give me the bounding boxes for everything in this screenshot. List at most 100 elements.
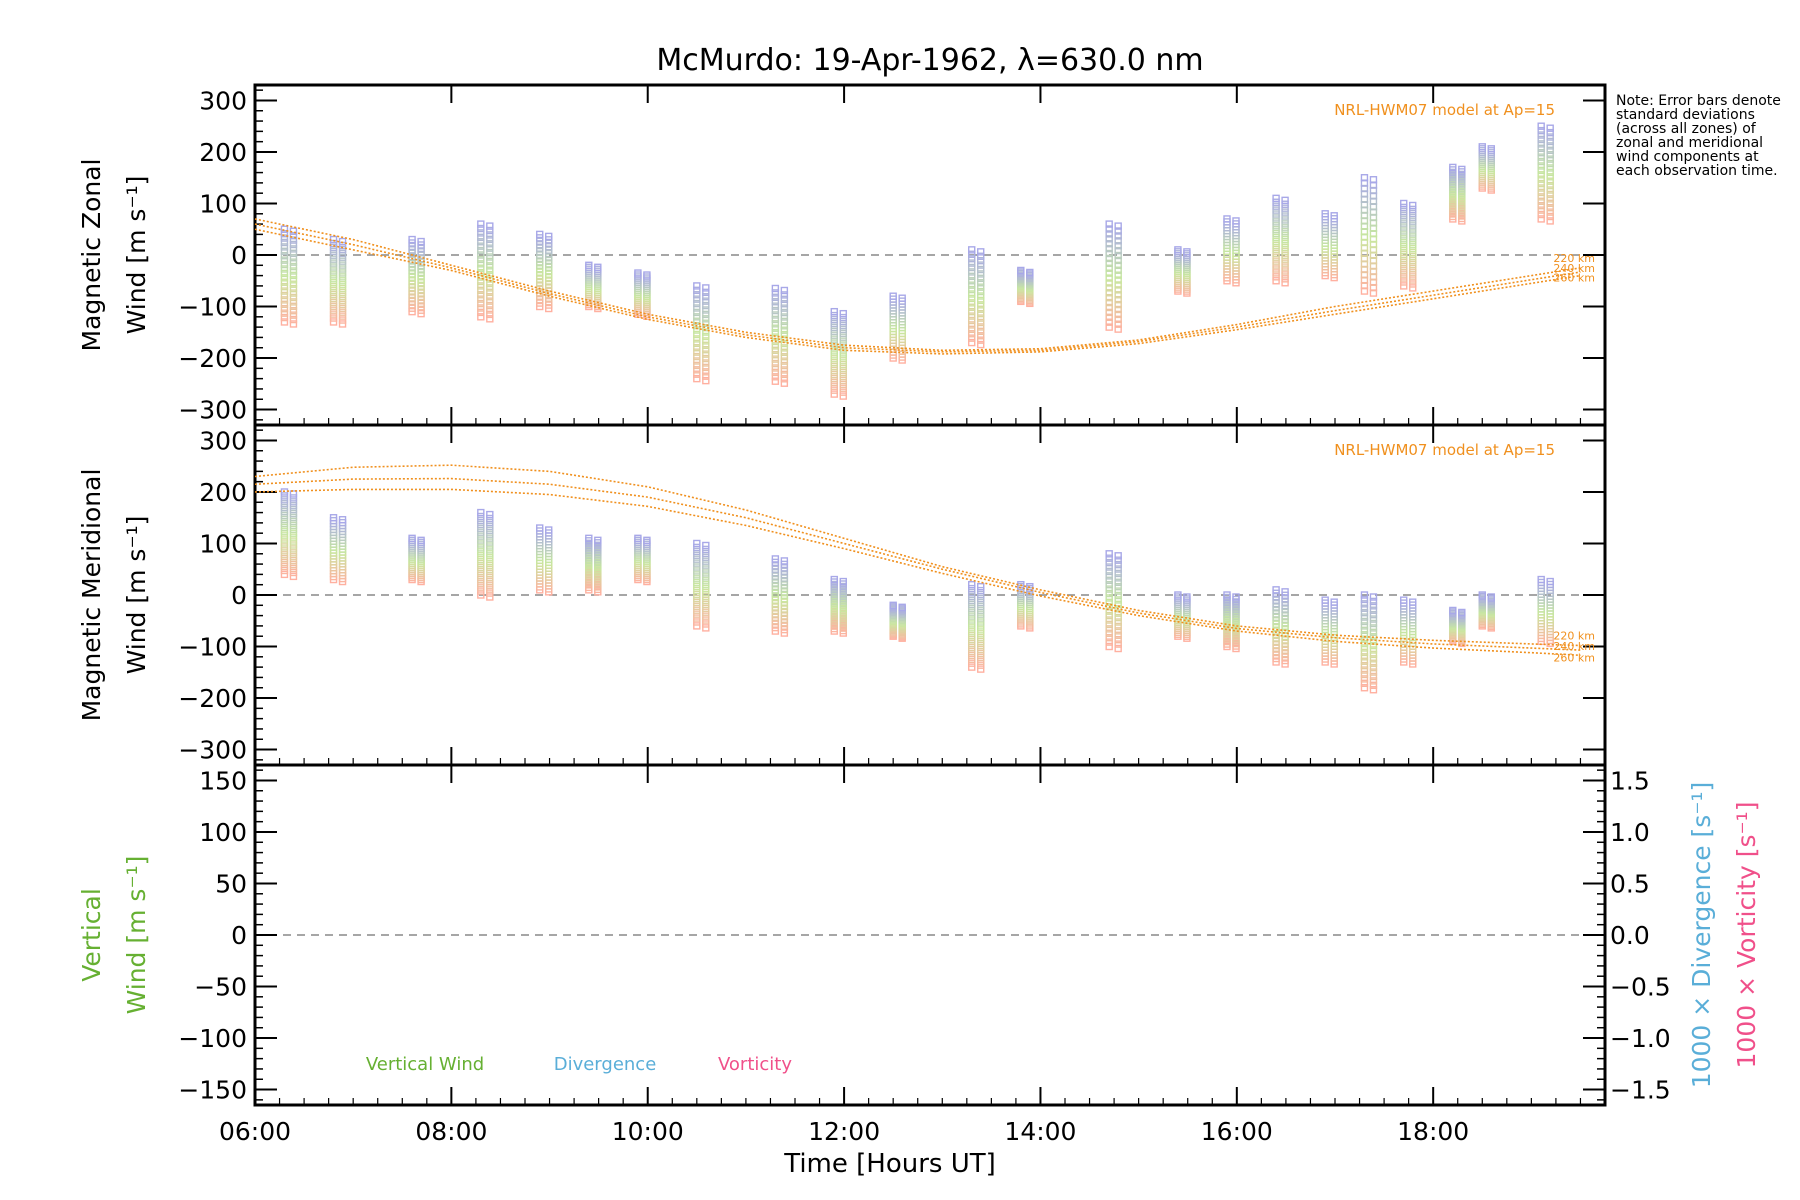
observation-point: [634, 554, 642, 562]
observation-point: [585, 283, 593, 291]
observation-point: [643, 558, 651, 566]
observation-point: [1281, 231, 1289, 240]
observation-point: [634, 562, 642, 570]
observation-point: [780, 366, 789, 374]
observation-point: [898, 294, 906, 302]
observation-point: [289, 320, 298, 328]
observation-point: [289, 293, 298, 302]
observation-point: [968, 643, 976, 652]
observation-point: [477, 233, 485, 242]
observation-point: [780, 370, 789, 379]
observation-point: [839, 353, 847, 361]
observation-point: [1400, 246, 1408, 255]
observation-point: [1400, 270, 1408, 278]
observation-point: [702, 553, 710, 561]
observation-point: [771, 306, 780, 315]
observation-point: [594, 295, 602, 303]
observation-point: [1369, 655, 1378, 663]
observation-point: [477, 260, 485, 268]
x-tick-label: 12:00: [808, 1117, 880, 1146]
observation-point: [977, 256, 985, 265]
observation-point: [1105, 240, 1113, 248]
observation-point: [693, 326, 701, 334]
observation-point: [1400, 266, 1408, 274]
legend-entry: Vertical Wind: [366, 1054, 484, 1075]
observation-point: [643, 564, 651, 572]
observation-point: [486, 297, 494, 305]
observation-point: [1546, 577, 1554, 586]
observation-point: [968, 246, 976, 254]
observation-point: [289, 254, 298, 262]
observation-point: [1478, 164, 1486, 173]
observation-point: [280, 287, 289, 295]
observation-point: [1105, 220, 1113, 228]
observation-point: [1174, 605, 1182, 613]
chart-title: McMurdo: 19-Apr-1962, λ=630.0 nm: [656, 43, 1203, 78]
observation-point: [289, 271, 298, 280]
observation-point: [702, 545, 710, 554]
observation-point: [594, 287, 602, 295]
observation-point: [1409, 598, 1417, 606]
observation-point: [771, 315, 780, 324]
observation-point: [1478, 149, 1486, 157]
observation-point: [1400, 274, 1408, 282]
observation-point: [643, 290, 651, 299]
observation-point: [417, 552, 425, 560]
observation-point: [1017, 616, 1025, 624]
observation-point: [1369, 624, 1378, 632]
observation-point: [477, 508, 485, 517]
y2-tick-label: 0.5: [1610, 869, 1650, 898]
observation-point: [1174, 630, 1182, 638]
observation-point: [1026, 604, 1034, 612]
observation-point: [1105, 611, 1113, 620]
observation-point: [1409, 217, 1417, 225]
observation-point: [1478, 168, 1486, 177]
observation-point: [1114, 565, 1122, 573]
observation-point: [1105, 638, 1113, 646]
observation-point: [693, 598, 701, 607]
observation-point: [977, 598, 985, 607]
observation-point: [634, 546, 642, 554]
observation-point: [280, 318, 289, 326]
observation-point: [702, 288, 710, 297]
observation-point: [830, 575, 838, 584]
observation-point: [289, 537, 298, 545]
observation-point: [1105, 274, 1113, 282]
observation-point: [408, 564, 416, 572]
observation-point: [1026, 620, 1034, 628]
observation-point: [338, 516, 347, 524]
observation-point: [693, 291, 701, 299]
observation-point: [771, 555, 780, 563]
y-tick-label: −150: [178, 1076, 247, 1105]
observation-point: [477, 524, 485, 532]
observation-point: [329, 259, 338, 267]
observation-point: [289, 553, 298, 561]
y2-tick-label: 0.0: [1610, 921, 1650, 950]
observation-point: [486, 577, 494, 586]
observation-point: [643, 292, 651, 301]
observation-point: [634, 556, 642, 564]
observation-point: [1409, 256, 1417, 265]
observation-point: [408, 538, 416, 546]
observation-point: [1546, 190, 1554, 199]
y-tick-label: 0: [231, 581, 247, 610]
observation-point: [780, 313, 789, 321]
observation-point: [693, 567, 701, 575]
observation-point: [1114, 232, 1122, 240]
observation-point: [1114, 256, 1122, 265]
observation-point: [585, 277, 593, 285]
observation-point: [977, 586, 985, 595]
observation-point: [280, 247, 289, 256]
observation-point: [702, 612, 710, 620]
observation-point: [1360, 644, 1369, 652]
observation-point: [1281, 588, 1289, 596]
observation-point: [338, 304, 347, 312]
observation-point: [1369, 176, 1378, 184]
observation-point: [1114, 251, 1122, 260]
observation-point: [417, 573, 425, 582]
observation-point: [486, 510, 494, 519]
observation-point: [1400, 262, 1408, 270]
observation-point: [1174, 591, 1182, 599]
observation-point: [338, 249, 347, 258]
observation-point: [977, 614, 985, 622]
